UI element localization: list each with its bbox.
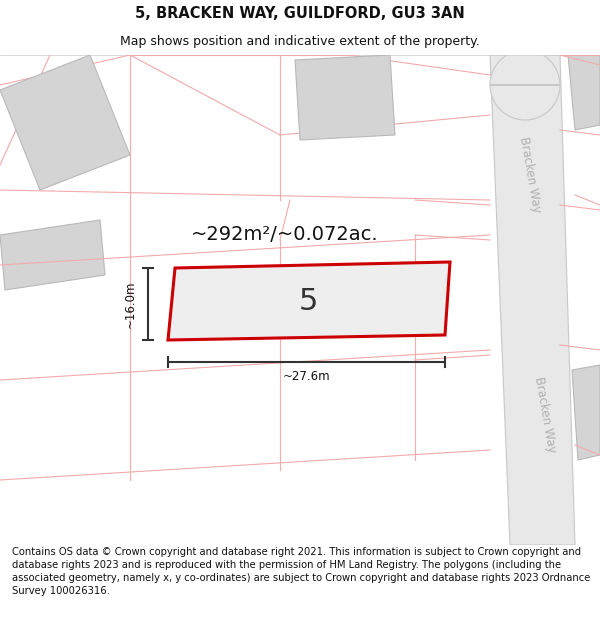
Text: Bracken Way: Bracken Way — [532, 376, 558, 454]
Text: Contains OS data © Crown copyright and database right 2021. This information is : Contains OS data © Crown copyright and d… — [12, 547, 590, 596]
Text: 5, BRACKEN WAY, GUILDFORD, GU3 3AN: 5, BRACKEN WAY, GUILDFORD, GU3 3AN — [135, 6, 465, 21]
Text: ~16.0m: ~16.0m — [124, 280, 137, 328]
Polygon shape — [295, 55, 395, 140]
Text: 5: 5 — [298, 288, 317, 316]
Polygon shape — [568, 55, 600, 130]
Text: ~27.6m: ~27.6m — [283, 369, 331, 382]
Polygon shape — [0, 55, 130, 190]
Text: Bracken Way: Bracken Way — [517, 136, 543, 214]
Text: Map shows position and indicative extent of the property.: Map shows position and indicative extent… — [120, 35, 480, 48]
Wedge shape — [490, 50, 560, 120]
Polygon shape — [490, 55, 575, 545]
Polygon shape — [168, 262, 450, 340]
Text: ~292m²/~0.072ac.: ~292m²/~0.072ac. — [191, 226, 379, 244]
Polygon shape — [572, 365, 600, 460]
Polygon shape — [0, 220, 105, 290]
